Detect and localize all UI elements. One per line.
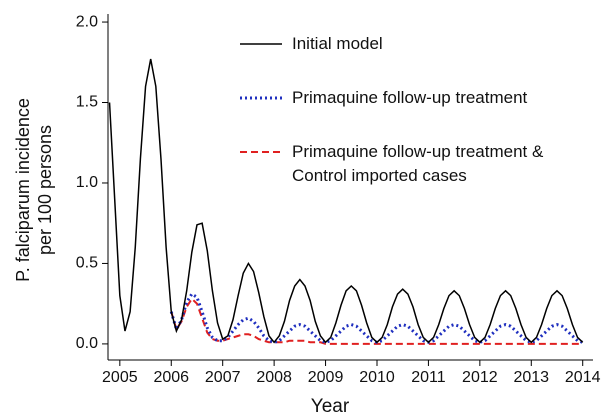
y-tick-label: 0.0 bbox=[76, 335, 98, 352]
y-tick-label: 1.0 bbox=[76, 174, 98, 191]
legend-label: Primaquine follow-up treatment & Control… bbox=[292, 142, 544, 185]
x-tick-label: 2012 bbox=[462, 369, 498, 386]
series-line bbox=[108, 58, 584, 344]
y-tick-label: 0.5 bbox=[76, 255, 98, 272]
y-tick-label: 1.5 bbox=[76, 94, 98, 111]
x-tick-label: 2008 bbox=[256, 369, 292, 386]
legend-label: Primaquine follow-up treatment bbox=[292, 88, 528, 107]
x-tick-label: 2013 bbox=[513, 369, 549, 386]
legend-label: Initial model bbox=[292, 34, 383, 53]
x-tick-label: 2007 bbox=[205, 369, 241, 386]
y-tick-label: 2.0 bbox=[76, 13, 98, 30]
x-tick-label: 2006 bbox=[153, 369, 189, 386]
x-axis-label: Year bbox=[311, 396, 350, 417]
x-tick-label: 2010 bbox=[359, 369, 395, 386]
series-line bbox=[170, 297, 583, 345]
x-tick-label: 2014 bbox=[565, 369, 601, 386]
y-axis-label: P. falciparum incidence bbox=[13, 98, 33, 282]
x-tick-label: 2005 bbox=[102, 369, 138, 386]
x-tick-label: 2011 bbox=[411, 369, 446, 386]
x-tick-label: 2009 bbox=[308, 369, 344, 386]
y-axis-label: per 100 persons bbox=[35, 125, 55, 255]
